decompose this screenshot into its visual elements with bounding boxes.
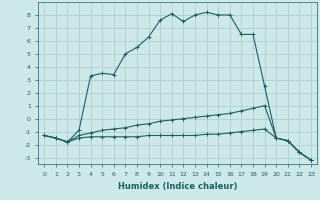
X-axis label: Humidex (Indice chaleur): Humidex (Indice chaleur) — [118, 182, 237, 191]
